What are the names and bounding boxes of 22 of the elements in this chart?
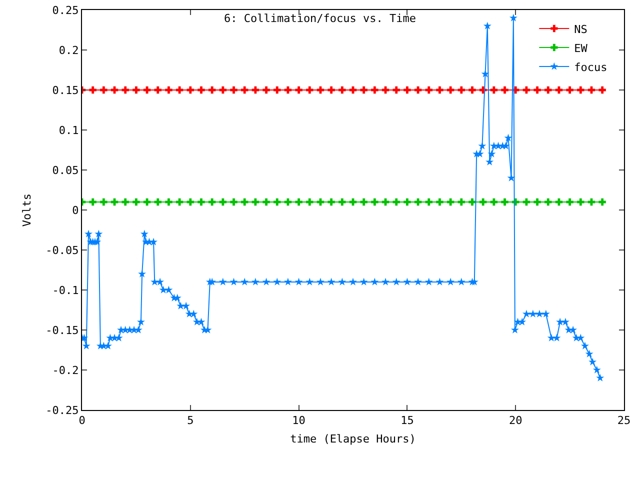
y-axis-title: Volts: [20, 193, 34, 227]
legend-label: EW: [574, 42, 588, 55]
x-axis-title: time (Elapse Hours): [290, 432, 416, 446]
y-tick-label: 0.05: [52, 164, 79, 177]
y-tick-label: -0.2: [52, 364, 79, 377]
y-tick-label: -0.05: [46, 244, 79, 257]
y-tick-label: 0.25: [52, 4, 79, 17]
x-tick-label: 10: [292, 414, 306, 428]
x-tick-label: 5: [187, 414, 194, 428]
y-tick-label: 0.1: [58, 124, 79, 137]
y-tick-label: -0.25: [46, 404, 79, 417]
y-tick-label: 0.15: [52, 84, 79, 97]
y-tick-label: -0.1: [52, 284, 79, 297]
y-tick-label: 0.2: [58, 44, 79, 57]
chart-title: 6: Collimation/focus vs. Time: [224, 12, 416, 25]
y-tick-label: 0: [72, 204, 79, 217]
x-tick-label: 25: [617, 414, 631, 428]
legend-label: focus: [574, 60, 608, 74]
x-tick-label: 20: [508, 414, 522, 428]
y-tick-label: -0.15: [46, 324, 79, 337]
legend-label: NS: [574, 22, 588, 36]
x-tick-label: 15: [400, 414, 414, 428]
